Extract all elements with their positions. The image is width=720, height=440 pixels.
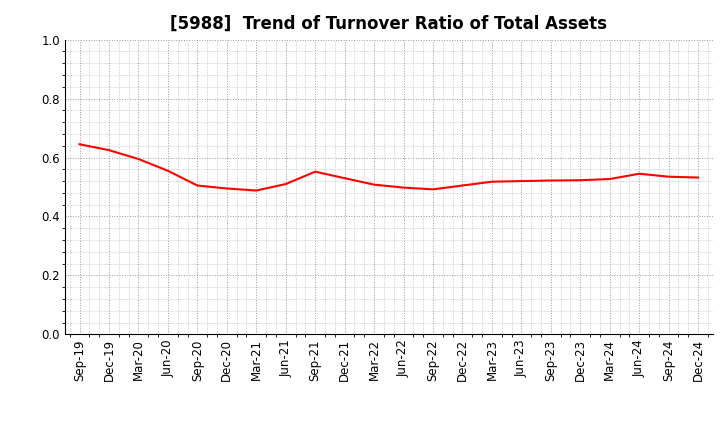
- Title: [5988]  Trend of Turnover Ratio of Total Assets: [5988] Trend of Turnover Ratio of Total …: [171, 15, 607, 33]
